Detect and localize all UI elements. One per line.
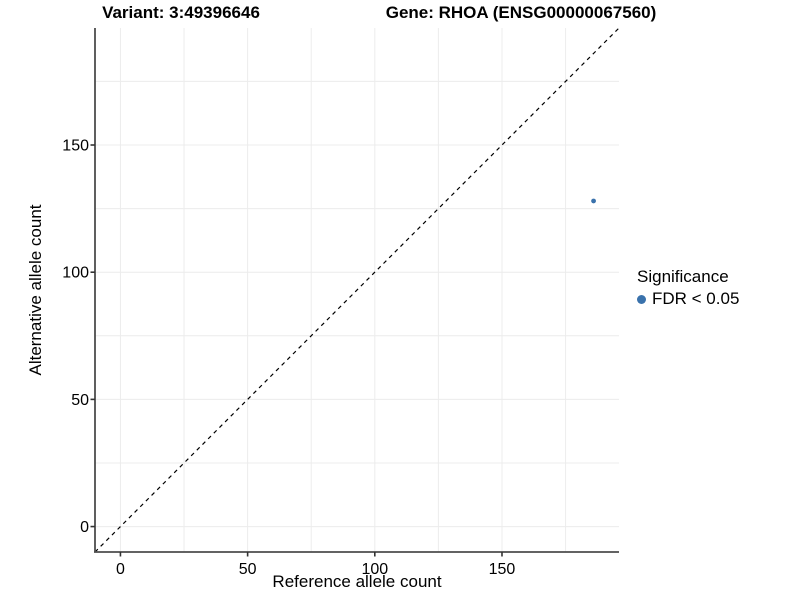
legend-item-label: FDR < 0.05: [652, 289, 740, 308]
y-tick-label: 150: [62, 138, 89, 155]
legend-point-icon: [637, 294, 646, 304]
y-axis-label: Alternative allele count: [26, 204, 45, 376]
data-point: [591, 198, 596, 204]
x-tick-label: 100: [361, 561, 388, 578]
identity-reference-line: [94, 27, 620, 553]
legend-title: Significance: [637, 267, 729, 286]
x-tick-label: 0: [116, 561, 125, 578]
legend-item: FDR < 0.05: [637, 289, 739, 309]
x-axis-label: Reference allele count: [272, 572, 442, 591]
plot-title-variant: Variant: 3:49396646: [102, 3, 260, 22]
plot-title-gene: Gene: RHOA (ENSG00000067560): [385, 3, 657, 22]
y-tick-label: 0: [80, 519, 89, 536]
y-tick-label: 100: [62, 265, 89, 282]
x-tick-label: 150: [489, 561, 516, 578]
x-tick-label: 50: [239, 561, 257, 578]
y-tick-label: 50: [71, 392, 89, 409]
legend: Significance FDR < 0.05: [637, 267, 739, 309]
